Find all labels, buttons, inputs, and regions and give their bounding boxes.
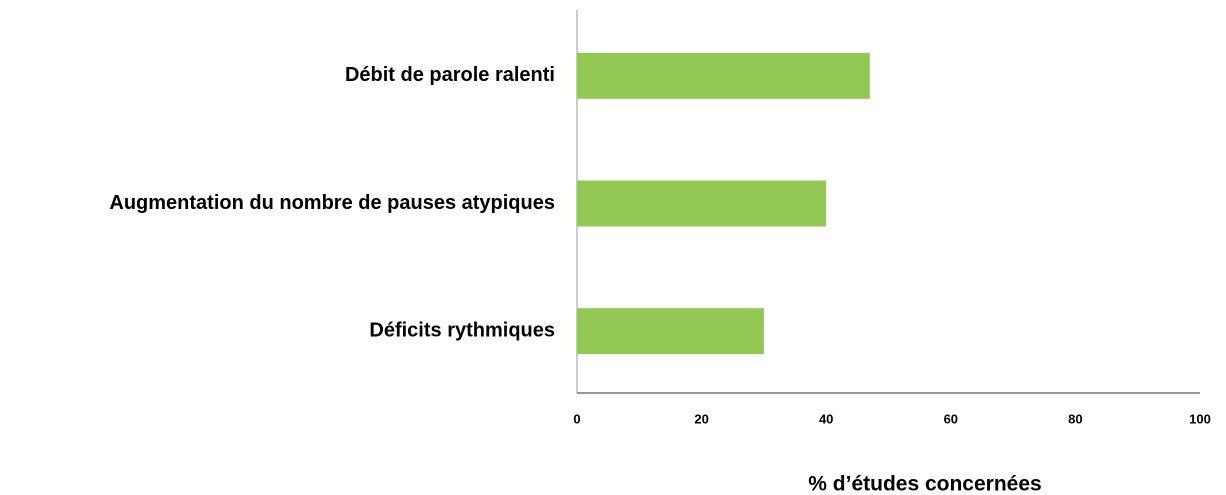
x-tick-label: 80 bbox=[1068, 411, 1082, 426]
x-tick-label: 20 bbox=[694, 411, 708, 426]
x-tick-label: 0 bbox=[573, 411, 580, 426]
x-tick-label: 60 bbox=[944, 411, 958, 426]
bar bbox=[577, 180, 827, 227]
bar bbox=[577, 308, 764, 355]
y-tick-label: Débit de parole ralenti bbox=[345, 64, 555, 86]
x-tick-label: 100 bbox=[1189, 411, 1211, 426]
bar bbox=[577, 52, 870, 99]
x-tick-label: 40 bbox=[819, 411, 833, 426]
y-tick-label: Augmentation du nombre de pauses atypiqu… bbox=[109, 192, 555, 214]
y-tick-label: Déficits rythmiques bbox=[369, 319, 555, 341]
x-axis-label: % d’études concernées bbox=[808, 473, 1041, 495]
